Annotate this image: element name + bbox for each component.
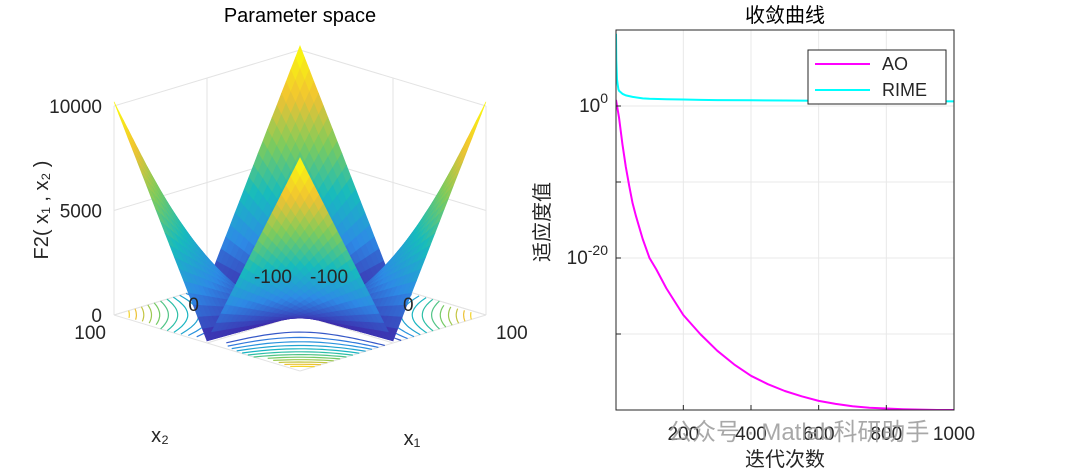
y-tick-exponent: -20 [588,242,608,258]
x2-axis-label: x₂ [151,425,169,447]
contour-line [140,266,460,364]
x1-tick-label: -100 [310,267,348,288]
x-tick-label: 400 [735,424,767,445]
legend: AO RIME [807,49,947,105]
gridline-y [113,314,301,372]
y-tick-label: 10-20 [567,242,609,269]
x2-tick-label: 100 [74,323,106,344]
x1-tick-label: 0 [403,295,414,316]
surface-mesh [113,44,487,342]
convergence-title: 收敛曲线 [745,3,825,27]
surface-facet [295,157,305,177]
series-line-ao [616,99,954,410]
contour-line [134,264,466,366]
axes-box [615,29,955,411]
contour-line [160,272,440,358]
surface-title: Parameter space [224,5,376,27]
z-axis-label: F2( x₁ , x₂ ) [31,161,53,260]
x1-tick-label: 100 [496,323,528,344]
contour-line [128,262,472,368]
contour-line [153,270,447,360]
contour-line [166,274,434,356]
y-axis-label: 适应度值 [530,182,554,262]
x-tick-label: 800 [870,424,902,445]
x-tick-label: 200 [667,424,699,445]
y-tick-label: 100 [579,90,608,117]
z-tick-label: 5000 [60,202,102,223]
y-tick-base: 10 [567,248,588,269]
contour-line [147,268,453,362]
x-tick-label: 1000 [933,424,975,445]
legend-label-rime: RIME [882,80,927,100]
surface-plot: Parameter space 1000050000-1000100-10001… [31,5,528,450]
z-tick-label: 10000 [49,97,102,118]
x2-tick-label: 0 [188,295,199,316]
x-axis-label: 迭代次数 [745,447,825,471]
x-tick-label: 600 [803,424,835,445]
watermark: 公众号 · Matlab科研助手 [668,419,929,446]
y-tick-exponent: 0 [600,90,608,106]
contour-line [172,276,428,354]
x2-tick-label: -100 [254,267,292,288]
z-tick-label: 0 [91,306,102,327]
y-tick-base: 10 [579,96,600,117]
legend-box [807,49,947,105]
x1-axis-label: x₁ [404,428,421,450]
gridline-x [299,314,487,372]
legend-label-ao: AO [882,54,908,74]
